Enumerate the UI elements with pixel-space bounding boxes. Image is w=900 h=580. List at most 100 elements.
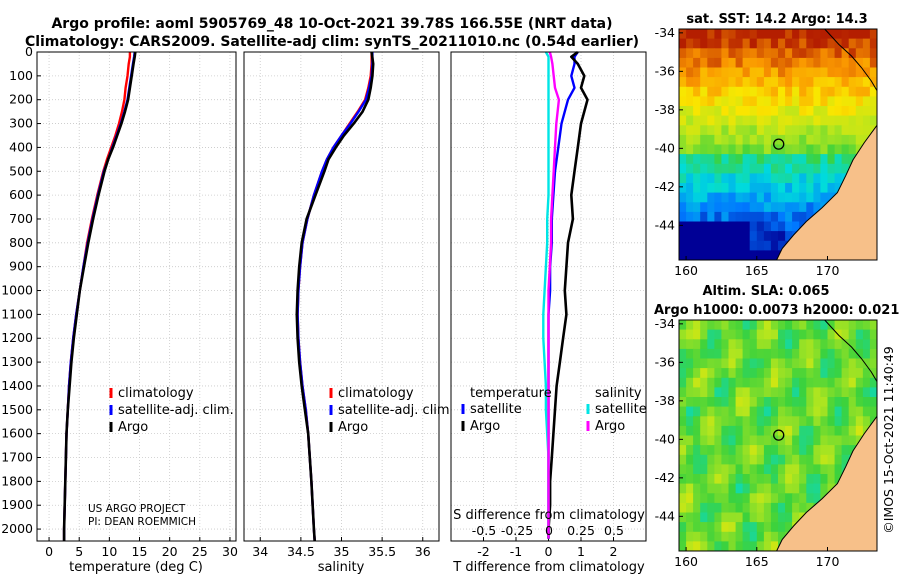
map-cell (742, 406, 751, 417)
map-cell (792, 483, 800, 494)
map-cell (785, 377, 793, 388)
map-cell (679, 240, 687, 251)
map-cell (770, 329, 779, 340)
map-cell (756, 397, 765, 408)
map-cell (714, 106, 722, 117)
map-cell (778, 464, 786, 475)
map-cell (749, 329, 758, 340)
map-cell (756, 106, 765, 117)
map-cell (855, 377, 864, 388)
map-cell (770, 320, 779, 331)
map-cell (749, 445, 758, 456)
map-cell (686, 464, 694, 475)
map-cell (756, 339, 765, 350)
map-cell (820, 96, 828, 107)
map-cell (714, 397, 722, 408)
map-cell (686, 38, 694, 49)
map-cell (721, 358, 729, 369)
map-cell (749, 339, 758, 350)
map-cell (749, 202, 758, 213)
map-cell (778, 231, 786, 242)
map-cell (813, 202, 821, 213)
map-cell (785, 445, 793, 456)
map-cell (707, 339, 715, 350)
map-cell (700, 38, 708, 49)
map-cell (721, 29, 729, 40)
map-cell (749, 502, 758, 513)
map-cell (714, 221, 722, 232)
map-cell (820, 183, 828, 194)
map-cell (799, 86, 807, 97)
map-cell (721, 38, 729, 49)
map-cell (679, 474, 687, 485)
map-cell (742, 435, 751, 446)
map-cell (763, 531, 772, 542)
map-cell (841, 406, 850, 417)
map-cell (707, 67, 715, 78)
map-cell (686, 445, 694, 456)
map-cell (756, 134, 765, 145)
map-cell (686, 192, 694, 203)
map-cell (785, 38, 793, 49)
map-cell (820, 38, 828, 49)
map-cell (855, 48, 864, 59)
map-cell (700, 320, 708, 331)
coast-line-north (824, 28, 878, 91)
map-cell (679, 531, 687, 542)
map-cell (841, 348, 850, 359)
map-cell (785, 502, 793, 513)
map-cell (749, 425, 758, 436)
map-cell (728, 29, 737, 40)
map-cell (778, 106, 786, 117)
map-cell (841, 134, 850, 145)
map-cell (763, 202, 772, 213)
map-cell (813, 397, 821, 408)
map-cell (855, 57, 864, 68)
legend-label: Argo (470, 419, 500, 434)
map-cell (735, 464, 744, 475)
map-cell (721, 125, 729, 136)
map-cell (728, 387, 737, 398)
map-cell (785, 512, 793, 523)
map-cell (707, 240, 715, 251)
map-cell (756, 48, 765, 59)
map-cell (693, 493, 701, 504)
map-cell (749, 86, 758, 97)
map-cell (799, 474, 807, 485)
legend-label: Argo (118, 420, 148, 435)
map-cell (792, 125, 800, 136)
map-cell (714, 96, 722, 107)
map-cell (848, 339, 857, 350)
map-cell (841, 106, 850, 117)
map-cell (700, 454, 708, 465)
map-cell (728, 48, 737, 59)
salinity-diff-tick-label: 0 (545, 523, 553, 538)
map-cell (869, 115, 878, 126)
map-cell (855, 38, 864, 49)
map-cell (799, 445, 807, 456)
map-cell (735, 144, 744, 155)
argo-float-marker (773, 138, 785, 150)
map-cell (855, 329, 864, 340)
map-cell (792, 96, 800, 107)
map-cell (728, 144, 737, 155)
map-cell (714, 77, 722, 88)
map-cell (721, 221, 729, 232)
map-cell (799, 115, 807, 126)
map-cell (770, 134, 779, 145)
map-cell (742, 348, 751, 359)
map-cell (693, 96, 701, 107)
map-cell (700, 464, 708, 475)
map-cell (778, 86, 786, 97)
map-cell (714, 416, 722, 427)
map-cell (756, 348, 765, 359)
map-cell (841, 329, 850, 340)
map-cell (813, 57, 821, 68)
map-cell (841, 67, 850, 78)
map-cell (742, 86, 751, 97)
y-tick-label: 1200 (1, 330, 33, 345)
map-cell (834, 348, 843, 359)
map-cell (735, 425, 744, 436)
map-cell (707, 522, 715, 533)
map-cell (728, 231, 737, 242)
